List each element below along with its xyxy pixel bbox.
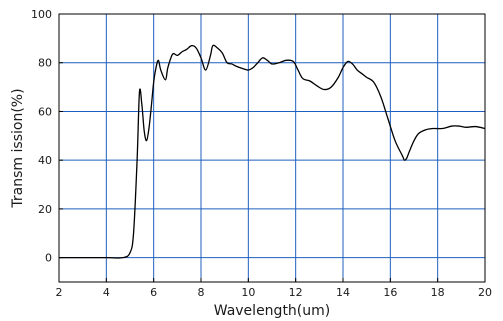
y-tick-label: 100: [31, 8, 52, 21]
x-tick-label: 4: [103, 286, 110, 299]
x-axis-label: Wavelength(um): [214, 303, 330, 319]
x-tick-label: 2: [56, 286, 63, 299]
x-tick-label: 8: [198, 286, 205, 299]
x-tick-label: 16: [383, 286, 397, 299]
y-tick-label: 40: [38, 154, 52, 167]
x-tick-labels: 2 4 6 8 10 12 14 16 18 20: [56, 286, 493, 299]
x-tick-label: 20: [478, 286, 492, 299]
y-tick-label: 0: [45, 252, 52, 265]
plot-frame: [58, 13, 486, 283]
y-tick-label: 20: [38, 203, 52, 216]
grid: [59, 14, 485, 282]
x-tick-label: 6: [150, 286, 157, 299]
transmission-series-line: [58, 44, 486, 259]
y-tick-labels: 0 20 40 60 80 100: [31, 8, 52, 265]
x-tick-label: 18: [431, 286, 445, 299]
y-tick-label: 80: [38, 57, 52, 70]
ticks: [58, 13, 486, 282]
x-tick-label: 10: [241, 286, 255, 299]
y-axis-label: Transm ission(%): [10, 88, 26, 208]
y-tick-label: 60: [38, 105, 52, 118]
x-tick-label: 14: [336, 286, 350, 299]
x-tick-label: 12: [289, 286, 303, 299]
plot-area: [58, 44, 486, 259]
